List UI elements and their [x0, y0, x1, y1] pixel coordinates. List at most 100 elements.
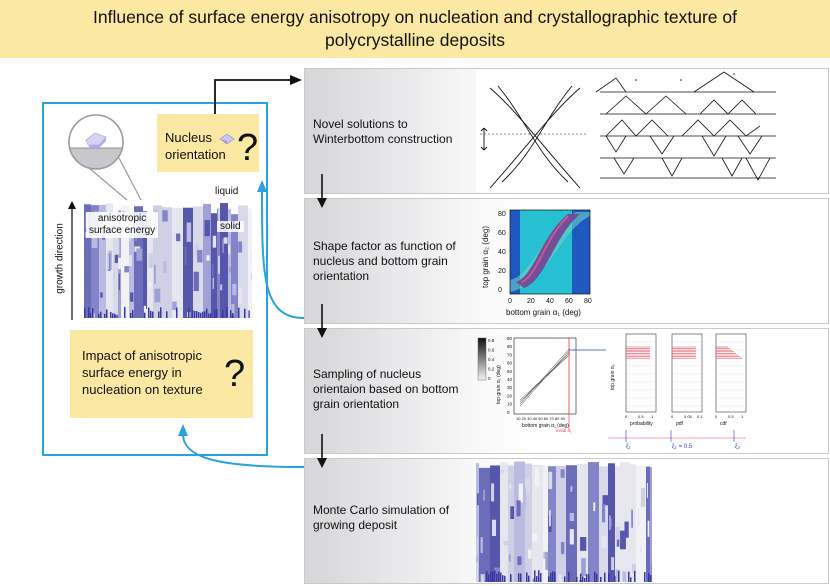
nucleus-to-stage1-arrow: [214, 75, 302, 114]
grain-fragment: [618, 570, 620, 582]
grain-fragment: [158, 311, 160, 318]
grain-fragment: [601, 536, 607, 548]
grain-column: [231, 214, 238, 318]
grain-fragment: [604, 572, 606, 582]
grain-fragment: [477, 493, 479, 506]
stage-label-line: growing deposit: [313, 518, 398, 532]
grain-fragment: [223, 237, 228, 244]
grain-column: [566, 465, 577, 582]
grain-fragment: [496, 573, 498, 582]
grain-fragment: [639, 547, 642, 553]
grain-fragment: [492, 571, 494, 582]
grain-fragment: [615, 526, 620, 540]
grain-fragment: [232, 283, 237, 296]
grain-fragment: [476, 562, 479, 582]
grain-fragment: [152, 311, 154, 318]
grain-fragment: [630, 577, 632, 582]
grain-fragment: [532, 578, 535, 582]
side-panel-ylabel: top grain α₂: [610, 364, 616, 390]
grain-fragment: [596, 573, 598, 582]
anisotropic-label-line-1: anisotropic: [97, 213, 147, 224]
grain-column: [599, 466, 608, 582]
grain-fragment: [154, 264, 156, 285]
grain-fragment: [568, 571, 570, 582]
grain-fragment: [228, 267, 232, 273]
xi-left-label: ξ₁: [626, 444, 631, 450]
grain-fragment: [622, 571, 627, 582]
sampling-ytick: 40: [507, 377, 513, 382]
grain-fragment: [144, 308, 148, 318]
grain-fragment: [600, 576, 602, 582]
grain-fragment: [570, 486, 573, 492]
solid-label: solid: [217, 221, 244, 232]
grain-column: [183, 207, 193, 318]
grain-fragment: [554, 571, 556, 582]
grain-column: [162, 207, 172, 318]
grain-fragment: [132, 309, 134, 318]
colorbar-tick: 0.6: [488, 348, 495, 353]
sampling-ytick: 30: [507, 385, 513, 390]
grain-fragment: [509, 484, 511, 489]
title-line-2: polycrystalline deposits: [325, 30, 505, 50]
flow-arrows-down: [317, 174, 327, 468]
grain-fragment: [115, 314, 119, 318]
sampling-ytick: 0: [507, 410, 510, 415]
grain-column: [479, 467, 490, 582]
grain-fragment: [144, 312, 146, 318]
grain-fragment: [113, 271, 116, 282]
sampling-figure: 0.8 0.6 0.4 0.2 0 initial α₁ 90 80 70 60 50 40 30 2…: [477, 333, 747, 450]
grain-fragment: [593, 502, 596, 512]
grain-fragment: [184, 246, 187, 266]
grain-fragment: [114, 254, 118, 264]
grain-fragment: [118, 238, 120, 255]
shape-plot-ytick: 60: [498, 230, 506, 237]
anisotropic-label-line-2: surface energy: [89, 225, 156, 236]
grain-fragment: [244, 308, 246, 318]
sampling-xticks: 10 20 30 40 50 60 70 80 90: [516, 416, 566, 421]
grain-column: [476, 463, 479, 582]
grain-column: [630, 464, 636, 582]
impact-label-line-3: nucleation on texture: [82, 382, 203, 397]
grain-fragment: [230, 310, 232, 318]
grain-fragment: [638, 508, 640, 527]
grain-column: [228, 209, 231, 318]
side-panel-xtick: 0: [625, 414, 628, 419]
grain-fragment: [118, 257, 121, 270]
colorbar: [477, 337, 487, 381]
grain-fragment: [160, 307, 162, 318]
grain-fragment: [98, 313, 100, 318]
overview-box: [42, 102, 268, 456]
stage-label-line: grain orientation: [313, 397, 400, 411]
side-panel-frame: [715, 333, 747, 413]
side-panel-xtick: 0.5: [728, 414, 734, 419]
grain-fragment: [222, 309, 224, 318]
grain-fragment: [251, 251, 252, 259]
side-panel-xtick: 1: [741, 414, 744, 419]
grain-column: [548, 466, 556, 582]
grain-fragment: [527, 549, 532, 559]
title-line-1: Influence of surface energy anisotropy o…: [93, 7, 737, 27]
grain-fragment: [549, 510, 551, 527]
grain-fragment: [166, 253, 171, 259]
grain-fragment: [101, 250, 106, 257]
grain-fragment: [602, 495, 609, 506]
grain-fragment: [534, 467, 540, 486]
grain-fragment: [628, 571, 630, 582]
grain-fragment: [112, 313, 114, 318]
impact-box: [70, 330, 253, 418]
grain-fragment: [194, 310, 196, 318]
side-panel-xlabel: pdf: [676, 421, 684, 427]
side-panel-xtick: 0.5: [638, 414, 644, 419]
grain-fragment: [130, 292, 134, 302]
grain-fragment: [248, 310, 250, 318]
grain-fragment: [560, 469, 565, 478]
grain-fragment: [611, 557, 615, 571]
sampling-ylabel: top grain α₂ (deg): [496, 365, 502, 404]
shape-factor-plot: 80 60 40 20 0 0 20 40 60 80 top grain α₂ (deg) b…: [481, 209, 592, 317]
grain-fragment: [176, 307, 178, 318]
side-panel-frame: [671, 333, 703, 413]
grain-fragment: [193, 271, 199, 292]
grain-column: [84, 204, 91, 318]
grain-fragment: [490, 572, 492, 582]
